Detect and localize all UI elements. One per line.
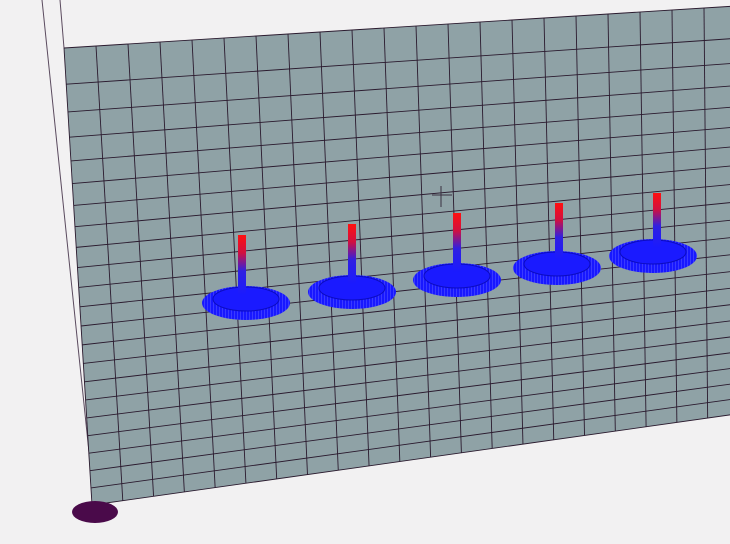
grid-line: [191, 39, 216, 488]
grid-line: [90, 399, 730, 489]
grid-line: [63, 5, 730, 49]
grid-line: [255, 35, 278, 479]
grid-line: [85, 320, 730, 401]
grid-line: [63, 47, 93, 506]
grid-line: [351, 29, 370, 466]
object-stem: [453, 213, 461, 272]
grid-line: [72, 127, 730, 185]
object-stem: [555, 203, 563, 260]
grid-line: [87, 352, 730, 437]
grid-line: [95, 45, 124, 501]
grid-line: [159, 41, 185, 492]
object-2[interactable]: [308, 224, 396, 309]
grid-line: [70, 106, 730, 162]
object-stem: [348, 224, 356, 284]
grid-line: [127, 43, 155, 497]
grid-line: [383, 27, 401, 462]
grid-line: [639, 11, 647, 427]
grid-line: [575, 15, 585, 436]
print-bed: [64, 6, 730, 505]
object-4[interactable]: [513, 203, 601, 285]
grid-line: [69, 85, 730, 138]
grid-line: [76, 184, 730, 248]
grid-line: [66, 38, 730, 85]
axis-line: [41, 0, 96, 511]
grid-line: [415, 25, 432, 458]
grid-line: [67, 63, 730, 113]
grid-line: [77, 202, 730, 269]
bed-grid: [63, 5, 730, 506]
grid-line: [74, 165, 730, 228]
grid-line: [479, 21, 493, 449]
object-3[interactable]: [413, 213, 501, 297]
object-stem: [653, 193, 661, 248]
grid-line: [89, 383, 730, 472]
grid-line: [223, 37, 247, 484]
grid-line: [671, 9, 678, 423]
crosshair-icon: [432, 186, 452, 207]
grid-line: [82, 271, 730, 346]
axis-line: [59, 0, 65, 49]
grid-line: [607, 13, 616, 432]
grid-line: [78, 219, 730, 288]
grid-line: [287, 33, 308, 475]
object-1[interactable]: [202, 235, 290, 320]
grid-line: [83, 287, 730, 364]
object-5[interactable]: [609, 193, 697, 273]
origin-marker: [72, 501, 118, 523]
grid-line: [91, 414, 730, 506]
grid-line: [319, 31, 339, 471]
grid-line: [88, 368, 730, 454]
grid-line: [543, 17, 555, 440]
grid-line: [86, 336, 730, 419]
grid-line: [703, 7, 709, 419]
grid-line: [511, 19, 524, 445]
object-stem: [238, 235, 246, 295]
grid-line: [73, 146, 730, 206]
grid-line: [84, 304, 730, 383]
